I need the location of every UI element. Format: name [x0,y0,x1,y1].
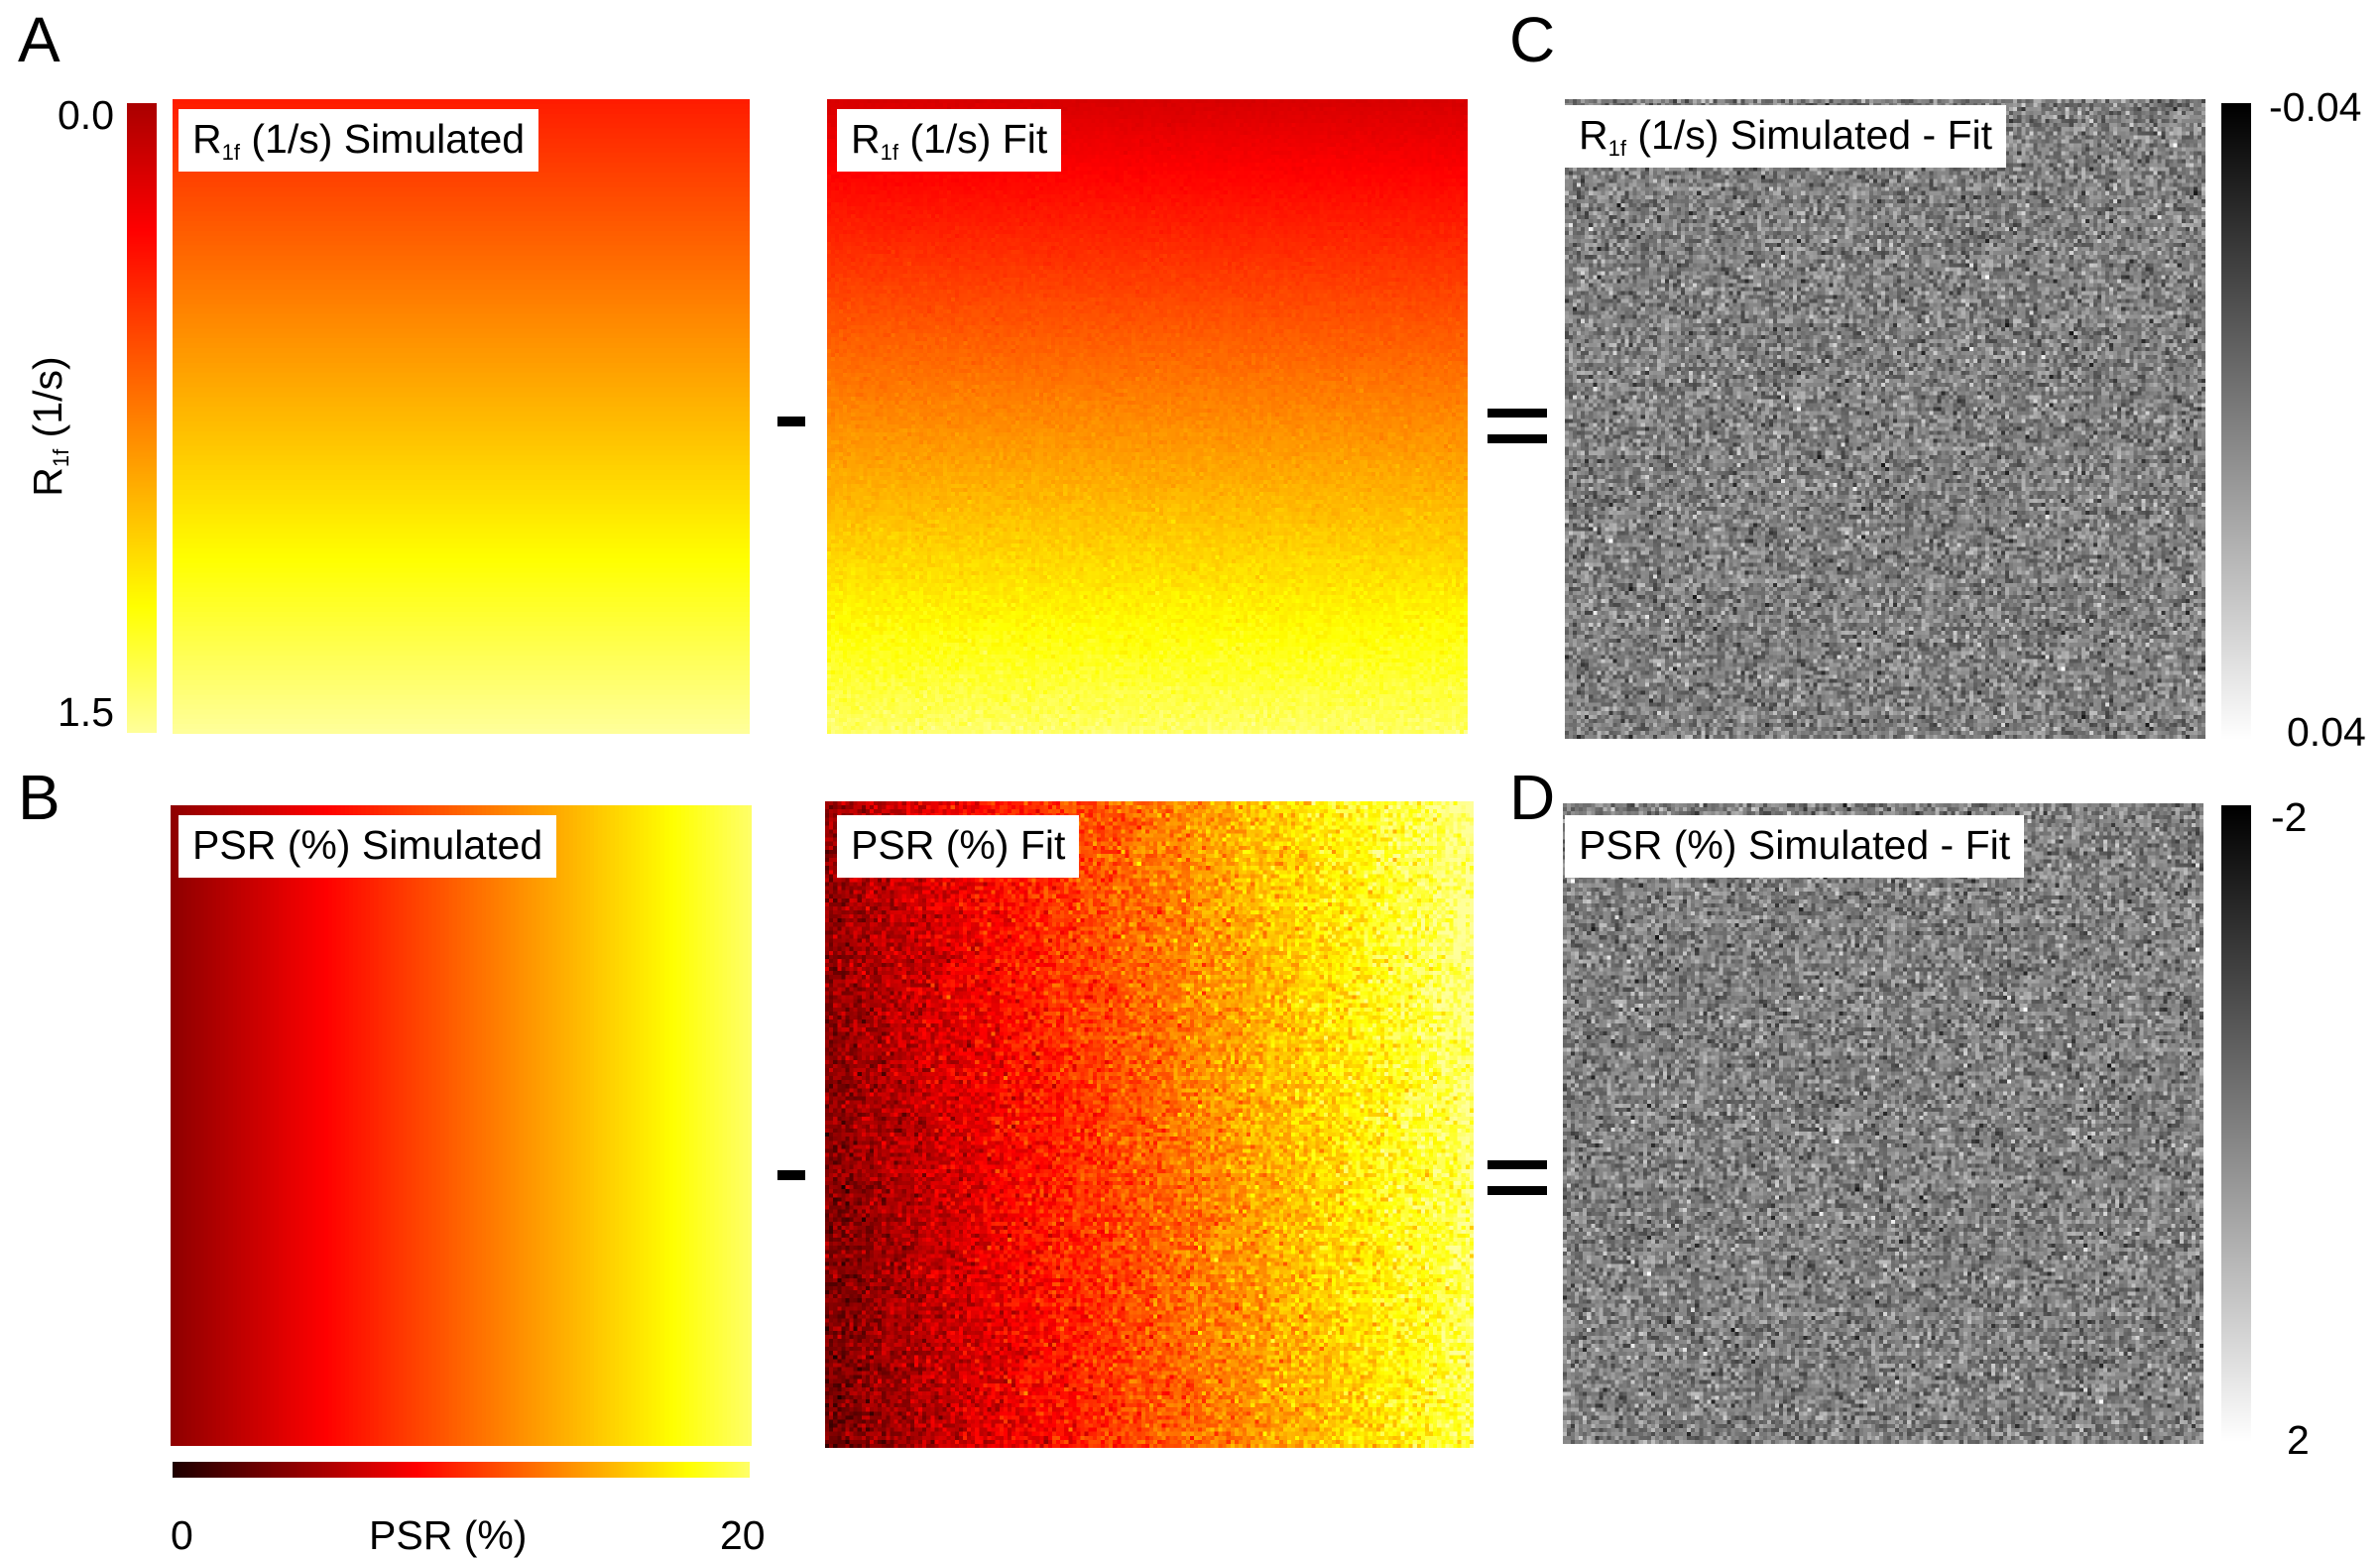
r1f-difference-colorbar-top-label: -0.04 [2269,84,2362,130]
r1f-colorbar-min-label: 0.0 [58,92,114,138]
panel-letter-c: C [1509,4,1556,75]
minus-operator-row2 [777,1170,805,1180]
panel-letter-b: B [18,762,60,833]
psr-difference-label: PSR (%) Simulated - Fit [1565,815,2025,878]
psr-difference-map [1563,803,2203,1444]
r1f-difference-colorbar-bottom-label: 0.04 [2287,709,2366,755]
panel-letter-a: A [18,4,60,75]
r1f-fit-map [827,99,1468,734]
r1f-simulated-map [173,99,750,734]
r1f-difference-map [1565,99,2205,739]
psr-colorbar-max-label: 20 [720,1512,766,1558]
r1f-colorbar [127,103,157,733]
r1f-simulated-label: R1f (1/s) Simulated [178,109,539,172]
panel-letter-d: D [1509,762,1556,833]
psr-difference-colorbar [2221,805,2251,1442]
psr-simulated-label: PSR (%) Simulated [178,815,557,878]
psr-colorbar [173,1462,750,1478]
r1f-colorbar-max-label: 1.5 [58,689,114,735]
psr-simulated-map [171,805,752,1446]
psr-difference-colorbar-bottom-label: 2 [2287,1417,2310,1463]
equals-operator-row1 [1488,409,1547,444]
psr-colorbar-min-label: 0 [171,1512,193,1558]
r1f-difference-colorbar [2221,103,2251,740]
r1f-fit-label: R1f (1/s) Fit [837,109,1062,172]
r1f-difference-label: R1f (1/s) Simulated - Fit [1565,105,2007,168]
r1f-colorbar-axis-label: R1f (1/s) [25,356,73,497]
psr-fit-label: PSR (%) Fit [837,815,1080,878]
psr-fit-map [825,801,1474,1448]
psr-difference-colorbar-top-label: -2 [2271,794,2308,840]
equals-operator-row2 [1488,1160,1547,1196]
minus-operator-row1 [777,417,805,426]
psr-colorbar-axis-label: PSR (%) [369,1512,528,1558]
